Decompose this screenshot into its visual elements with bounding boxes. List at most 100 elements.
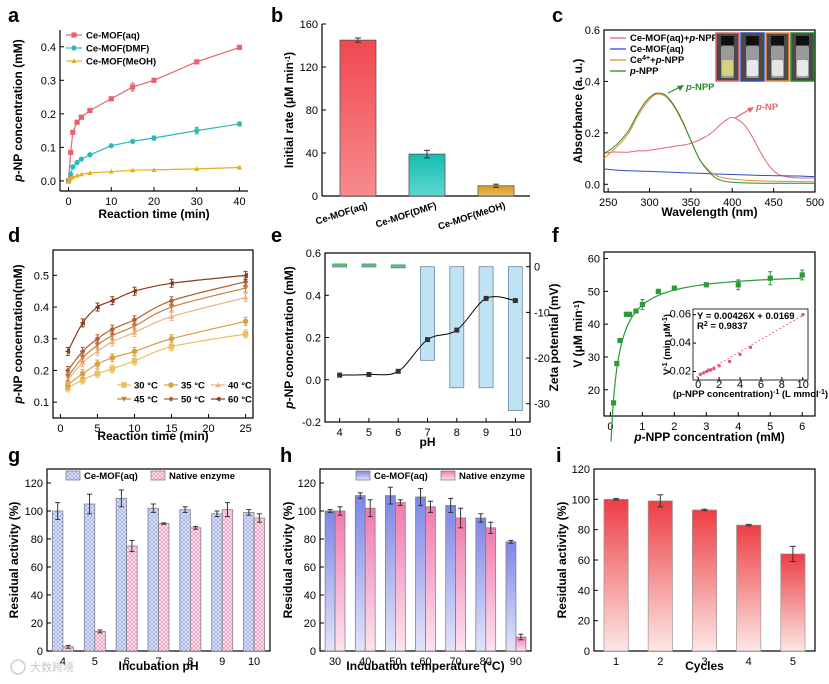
data-point [78,171,84,177]
y-tick-label: 40 [304,590,316,602]
data-point [121,396,127,402]
inset-equation: Y = 0.00426X + 0.0169 [697,311,795,322]
x-axis-title: Wavelength (nm) [661,205,757,219]
x-tick-label: 5 [767,421,773,433]
vial-cap [796,36,809,45]
y-tick-label: 0 [310,646,316,658]
y-tick-label: 0 [534,262,540,274]
panel-letter: a [8,5,20,27]
y-axis-title: Residual activity (%) [555,502,569,619]
data-point [109,339,116,345]
inset-x-title: (p-NPP concentration)-1 (L mmol-1) [673,389,828,401]
y-tick-label: 0.3 [34,334,49,346]
inset-r2: R2 = 0.9837 [697,321,748,333]
y-tick-label: 100 [298,506,316,518]
data-point [74,159,80,166]
data-point [70,164,76,170]
legend-label: Ce-MOF(aq) [374,471,428,482]
legend-label: Ce-MOF(aq)+p-NPP [630,33,719,44]
x-tick-label: 6 [124,656,130,668]
bar [339,39,377,197]
data-point [168,297,175,304]
x-tick-label: 5 [790,656,796,668]
bar [445,505,456,652]
data-point [71,58,77,64]
series [65,121,243,184]
y-tick-label: 0.2 [34,365,49,377]
panel-letter: c [552,5,563,27]
vial-photo [715,32,740,82]
inset-point [707,368,711,372]
plot-frame [603,29,816,193]
data-point [78,156,84,162]
data-point [68,149,74,156]
inset-point [701,371,705,375]
x-tick-label: 3 [703,421,709,433]
x-tick-label: 7 [424,427,430,439]
y-tick-label: 80 [304,534,316,546]
bar [115,498,127,652]
inset-point [728,360,732,364]
y-tick-label: 160 [300,19,318,31]
annotation-pnpp: p-NPP [685,82,715,93]
bar [736,524,762,652]
y-tick-label: 40 [31,590,43,602]
bar [221,509,234,652]
panel-letter: b [271,5,283,27]
bar [603,498,629,652]
zeta-bar [420,266,435,361]
data-point [168,382,174,388]
x-tick-label: 9 [483,427,489,439]
data-point [194,128,200,134]
data-point [671,285,677,291]
data-point [168,343,175,350]
data-point [242,318,249,325]
x-tick-label: 80 [480,656,492,668]
y-tick-label: 80 [306,105,318,117]
legend-label: 35 °C [181,381,205,392]
data-point [655,288,661,294]
y-tick-label: 0.5 [34,270,49,282]
bar [415,496,426,652]
series [65,270,248,356]
y-axis-title: Residual activity (%) [281,502,295,619]
legend-label: Ce-MOF(aq) [84,471,138,482]
legend-label: 45 °C [134,395,158,406]
x-tick-label: 9 [219,656,225,668]
legend-swatch [65,470,81,481]
data-point [168,335,175,342]
vial-liquid [747,60,758,76]
series-line [603,116,816,179]
x-tick-label: 0 [57,423,63,435]
y-tick-label: 20 [588,385,600,397]
x-tick-label: 1 [613,656,619,668]
panel-letter: e [271,225,282,247]
data-point [483,295,489,301]
bar [147,507,159,652]
panel-d: 0.1 0.2 0.3 0.4 0.5 0 5 10 15 20 25 d Reaction time … [8,225,254,443]
data-point [194,59,200,65]
y-axis-title: Absorbance (a. u.) [571,59,585,164]
data-point [79,320,85,326]
data-point [94,335,101,342]
inset-y-title: V-1 (min μM-1) [662,314,674,375]
bar [83,503,96,652]
series-line [67,287,246,378]
y-tick-label: 0.4 [585,76,600,88]
data-point [68,171,74,177]
legend-label: 60 °C [228,395,252,406]
x-tick-label: 5 [92,656,98,668]
inset-point [709,368,713,372]
zeta-bar [449,266,465,389]
data-point [65,348,71,355]
data-point [639,301,645,308]
panel-h: 0 20 40 60 80 100 120 h Incubation temperature (… [280,445,532,673]
y-tick-label: 80 [578,525,590,537]
x-tick-label: 40 [359,656,371,668]
panel-letter: d [8,225,20,247]
bar [158,523,170,652]
y-tick-label: 0.4 [306,290,321,302]
zeta-bar [332,263,348,268]
data-point [130,167,136,173]
series-line [603,93,816,183]
